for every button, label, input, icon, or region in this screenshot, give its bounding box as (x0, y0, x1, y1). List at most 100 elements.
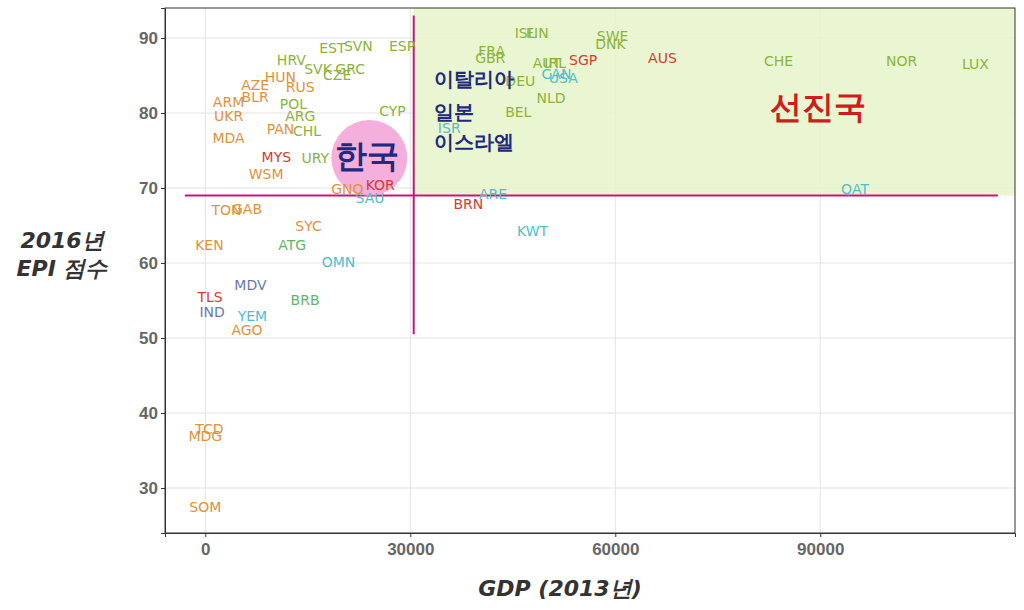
country-point: SYC (295, 218, 322, 234)
y-tick-label: 50 (139, 329, 158, 348)
x-tick: 30000 (387, 533, 434, 559)
region-label: 선진국 (770, 88, 866, 126)
country-point: CZE (323, 67, 351, 83)
country-point: NOR (886, 53, 917, 69)
y-tick-mark (161, 188, 165, 189)
x-tick-mark (615, 533, 616, 537)
y-tick: 60 (139, 254, 165, 273)
y-tick-label: 70 (139, 179, 158, 198)
x-tick-label: 90000 (797, 540, 844, 559)
country-point: IND (199, 304, 224, 320)
x-tick: 60000 (592, 533, 639, 559)
annotation: 이스라엘 (434, 130, 514, 154)
y-axis-title: 2016년 (20, 228, 105, 253)
country-point: USA (549, 70, 578, 86)
grid (165, 8, 1015, 533)
annotations: 이탈리아일본이스라엘 선진국한국 (335, 67, 866, 176)
y-tick-label: 80 (139, 104, 158, 123)
annotation: 이탈리아 (434, 67, 514, 91)
threshold-line-x (413, 16, 415, 335)
country-point: OMN (322, 254, 356, 270)
y-axis: 30 40 50 60 70 80 90 (139, 9, 165, 534)
y-tick: 40 (139, 404, 165, 423)
country-point: TLS (196, 289, 222, 305)
country-point: MYS (262, 149, 292, 165)
country-point: SGP (569, 52, 597, 68)
x-tick-mark (205, 533, 206, 537)
y-tick-mark (161, 38, 165, 39)
plot-frame (165, 8, 1015, 533)
y-tick: 70 (139, 179, 165, 198)
country-point: BRB (291, 292, 320, 308)
plot-area (185, 8, 1015, 334)
country-point: QAT (841, 181, 870, 197)
grid-line-x (410, 8, 411, 533)
y-tick-mark (161, 488, 165, 489)
country-point: WSM (249, 166, 284, 182)
country-point: DNK (595, 36, 626, 52)
y-tick-mark (161, 413, 165, 414)
grid-line-y (165, 263, 1015, 264)
country-point: SVN (344, 38, 373, 54)
x-tick-label: 30000 (387, 540, 434, 559)
country-point: GBR (475, 50, 505, 66)
chart: 0 30000 60000 90000 30 40 50 60 70 80 90 GDP (2013년… (0, 0, 1024, 610)
highlight-label: 한국 (335, 137, 399, 175)
country-point: TCD (194, 421, 223, 437)
y-tick: 50 (139, 329, 165, 348)
x-tick-label: 60000 (592, 540, 639, 559)
country-point: AUS (648, 50, 677, 66)
country-point: UKR (214, 108, 243, 124)
country-point: KEN (195, 237, 224, 253)
threshold-line-y (185, 195, 998, 197)
country-point: BEL (505, 104, 531, 120)
country-point: AGO (231, 322, 262, 338)
grid-line-x (205, 8, 206, 533)
y-tick: 90 (139, 29, 165, 48)
grid-line-y (165, 338, 1015, 339)
y-axis-line (161, 9, 166, 534)
x-tick: 90000 (797, 533, 844, 559)
country-point: FIN (526, 25, 549, 41)
y-axis-title: EPI 점수 (17, 256, 110, 281)
highlight-circle (331, 120, 407, 196)
country-point: KWT (517, 223, 549, 239)
country-point: CHL (293, 123, 321, 139)
country-point: PAN (267, 121, 295, 137)
x-axis: 0 30000 60000 90000 (166, 533, 1016, 559)
y-tick-label: 60 (139, 254, 158, 273)
grid-line-y (165, 488, 1015, 489)
grid-line-y (165, 413, 1015, 414)
country-point: GNQ (331, 181, 363, 197)
country-point: HRV (277, 52, 306, 68)
y-tick: 30 (139, 479, 165, 498)
country-point: CYP (379, 103, 406, 119)
country-point: ARE (479, 186, 507, 202)
country-point: MDV (234, 277, 267, 293)
country-point: RUS (286, 79, 315, 95)
country-point: TON (210, 202, 241, 218)
country-point: MDA (212, 130, 245, 146)
country-point: AZE (241, 77, 269, 93)
x-axis-title: GDP (2013년) (478, 576, 641, 601)
x-tick-mark (410, 533, 411, 537)
country-point: CHE (764, 53, 793, 69)
x-tick-label: 0 (201, 540, 210, 559)
country-point: ESP (389, 38, 415, 54)
x-tick-mark (820, 533, 821, 537)
country-point: SOM (189, 499, 221, 515)
country-point: URY (302, 150, 330, 166)
y-tick-mark (161, 113, 165, 114)
highlight-region (414, 8, 1015, 196)
y-tick-label: 30 (139, 479, 158, 498)
annotation: 일본 (434, 100, 474, 124)
y-tick-mark (161, 263, 165, 264)
country-point: NLD (537, 90, 566, 106)
country-point: LUX (962, 56, 989, 72)
y-tick-label: 40 (139, 404, 158, 423)
y-tick: 80 (139, 104, 165, 123)
x-axis-line (166, 534, 1016, 538)
country-point: EST (319, 40, 346, 56)
y-tick-mark (161, 338, 165, 339)
country-point: ATG (278, 237, 306, 253)
